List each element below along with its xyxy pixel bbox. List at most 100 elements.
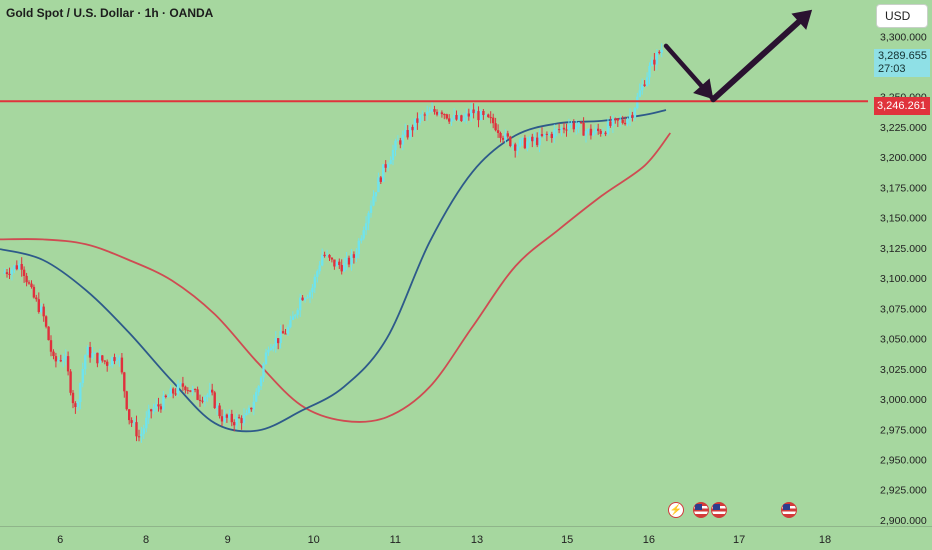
candle-body — [108, 365, 111, 367]
candle-body — [291, 316, 295, 320]
candle-body — [550, 133, 553, 138]
annotation-arrow-layer — [663, 9, 813, 103]
candle-body — [623, 122, 627, 125]
current-price-label: 3,289.655 27:03 — [874, 49, 930, 77]
candle-body — [560, 127, 563, 131]
price-axis-tick-label: 2,975.000 — [880, 424, 927, 436]
candle-body — [150, 409, 153, 412]
candle-body — [132, 422, 136, 424]
candle-body — [543, 133, 546, 136]
candle-body — [367, 213, 370, 224]
candle-body — [172, 388, 175, 394]
candle-body — [355, 254, 358, 258]
candle-body — [377, 177, 380, 193]
candle-body — [281, 331, 285, 334]
candle-body — [157, 404, 160, 407]
candle-body — [93, 352, 97, 354]
candle-body — [616, 118, 619, 121]
candle-body — [433, 109, 436, 112]
candle-body — [230, 413, 233, 423]
candle-body — [509, 136, 512, 146]
candle-body — [565, 129, 568, 131]
candle-body — [357, 240, 360, 254]
candle-body — [81, 369, 84, 383]
candle-body — [125, 391, 128, 410]
candle-body — [479, 111, 483, 121]
current-price-value: 3,289.655 — [878, 50, 927, 62]
candle-body — [220, 416, 224, 422]
us-flag-event-icon[interactable] — [711, 502, 727, 518]
candle-body — [406, 130, 409, 138]
candle-body — [88, 347, 92, 358]
candle-body — [162, 395, 165, 410]
candle-body — [457, 115, 461, 120]
candle-body — [98, 355, 102, 364]
candle-body — [274, 338, 277, 347]
candle-body — [521, 137, 524, 140]
candle-body — [413, 118, 417, 131]
candle-body — [223, 414, 226, 422]
candle-body — [279, 331, 282, 344]
candle-body — [86, 347, 89, 356]
candle-body — [269, 348, 273, 351]
us-flag-event-icon[interactable] — [693, 502, 709, 518]
candle-body — [506, 133, 509, 137]
candle-body — [152, 408, 155, 412]
candle-body — [37, 299, 40, 312]
candle-body — [394, 140, 397, 150]
candle-body — [240, 418, 243, 424]
candle-body — [193, 389, 197, 390]
candle-body — [601, 132, 605, 134]
price-axis-tick-label: 3,125.000 — [880, 243, 927, 255]
candle-body — [123, 372, 126, 392]
candle-body — [501, 137, 505, 140]
candle-body — [66, 356, 70, 372]
candle-body — [540, 134, 544, 136]
candle-body — [467, 113, 470, 117]
candle-body — [325, 254, 329, 257]
candle-body — [655, 51, 659, 65]
candle-body — [252, 401, 255, 410]
lightning-event-icon[interactable]: ⚡ — [668, 502, 684, 518]
candle-body — [191, 389, 194, 392]
candle-body — [203, 397, 207, 402]
candle-body — [237, 417, 241, 419]
candle-body — [262, 364, 265, 378]
candle-body — [257, 386, 260, 393]
candlestick-layer — [3, 43, 663, 443]
price-axis-tick-label: 3,300.000 — [880, 31, 927, 43]
candle-body — [545, 133, 549, 135]
time-axis-tick-label: 17 — [733, 534, 745, 546]
candle-body — [5, 272, 9, 274]
candle-body — [318, 265, 321, 272]
candle-body — [115, 360, 119, 362]
candle-body — [626, 119, 629, 125]
candle-body — [660, 49, 663, 53]
candle-body — [572, 122, 575, 130]
us-flag-event-icon[interactable] — [781, 502, 797, 518]
candle-body — [641, 84, 644, 91]
candle-body — [206, 394, 209, 398]
time-axis-tick-label: 8 — [143, 534, 149, 546]
candle-body — [514, 144, 517, 151]
candle-body — [296, 310, 299, 315]
candle-body — [460, 115, 463, 121]
candle-body — [233, 422, 236, 426]
candle-body — [27, 282, 31, 284]
candle-body — [538, 134, 541, 146]
time-axis-tick-label: 15 — [561, 534, 573, 546]
candle-body — [470, 109, 473, 117]
candle-body — [52, 351, 55, 356]
candle-body — [30, 283, 33, 287]
currency-button[interactable]: USD — [876, 4, 928, 28]
candle-body — [526, 141, 529, 149]
candle-body — [213, 392, 216, 408]
candle-body — [54, 356, 58, 362]
candle-body — [597, 128, 600, 131]
candle-body — [196, 389, 199, 400]
price-axis-tick-label: 3,000.000 — [880, 394, 927, 406]
candle-body — [369, 205, 373, 213]
candle-body — [96, 352, 99, 364]
candle-body — [321, 254, 324, 266]
